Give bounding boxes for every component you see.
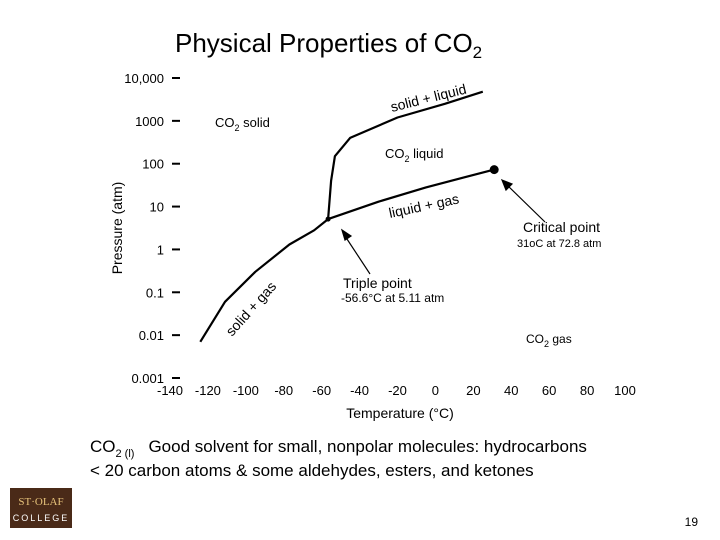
caption-line: < 20 carbon atoms & some aldehydes, este… [90,461,534,480]
caption-part: Good solvent for small, nonpolar molecul… [148,437,586,456]
x-tick-label: 0 [432,383,439,398]
region-label: CO2 liquid [385,146,443,164]
point-note: -56.6°C at 5.11 atm [341,291,444,305]
arrow [344,235,371,275]
label-part: CO [526,332,544,346]
boundary-label: solid + gas [222,278,279,339]
y-tick-label: 1 [157,242,164,257]
label-part: CO [385,146,405,161]
logo-text: ST·OLAF [18,496,63,508]
label-part: solid [240,115,270,130]
label-subscript: 2 [405,154,410,164]
y-tick-label: 1000 [135,114,164,129]
x-tick-label: 80 [580,383,594,398]
point-note: 31oC at 72.8 atm [517,238,601,250]
arrow-head [340,228,353,241]
label-part: gas [549,332,572,346]
logo-box [10,488,72,528]
x-tick-label: 60 [542,383,556,398]
slide-title: Physical Properties of CO2 [175,28,482,62]
x-tick-label: -60 [312,383,331,398]
phase-point [489,165,499,175]
region-label: CO2 gas [526,332,572,349]
caption-subscript: 2 (l) [116,448,135,460]
y-tick-label: 0.001 [131,371,164,386]
phase-boundary [199,218,329,343]
point-label: Triple point [343,275,412,291]
point-label: Critical point [523,219,600,235]
caption-part: CO [90,437,116,456]
y-tick-label: 0.1 [146,285,164,300]
page-number: 19 [685,515,699,529]
x-tick-label: 20 [466,383,480,398]
y-tick-label: 10 [150,200,164,215]
y-tick-label: 10,000 [124,71,164,86]
arrows [340,178,546,275]
x-tick-label: 100 [614,383,636,398]
arrow-head [500,178,514,192]
logo-text: COLLEGE [13,513,70,523]
title-subscript: 2 [473,43,482,62]
label-subscript: 2 [235,123,240,133]
y-tick-label: 100 [142,157,164,172]
x-tick-label: -20 [388,383,407,398]
x-tick-label: -100 [233,383,259,398]
annotations: CO2 solid CO2 liquid CO2 gas solid + liq… [215,81,601,349]
y-tick-label: 0.01 [139,328,164,343]
x-tick-label: 40 [504,383,518,398]
label-subscript: 2 [544,339,549,349]
label-part: CO [215,115,235,130]
arrow [505,183,546,223]
boundary-label: solid + liquid [389,81,468,115]
label-part: liquid [410,146,444,161]
phase-boundary [327,90,484,220]
title-text: Physical Properties of CO [175,28,473,58]
x-tick-label: -140 [157,383,183,398]
region-label: CO2 solid [215,115,270,133]
phase-point [325,216,331,222]
caption-line: CO2 (l) Good solvent for small, nonpolar … [90,437,587,460]
x-axis-label: Temperature (°C) [346,405,454,421]
x-tick-label: -120 [195,383,221,398]
x-tick-label: -80 [274,383,293,398]
x-tick-label: -40 [350,383,369,398]
y-axis-label: Pressure (atm) [109,182,125,275]
phase-boundary [327,168,495,221]
